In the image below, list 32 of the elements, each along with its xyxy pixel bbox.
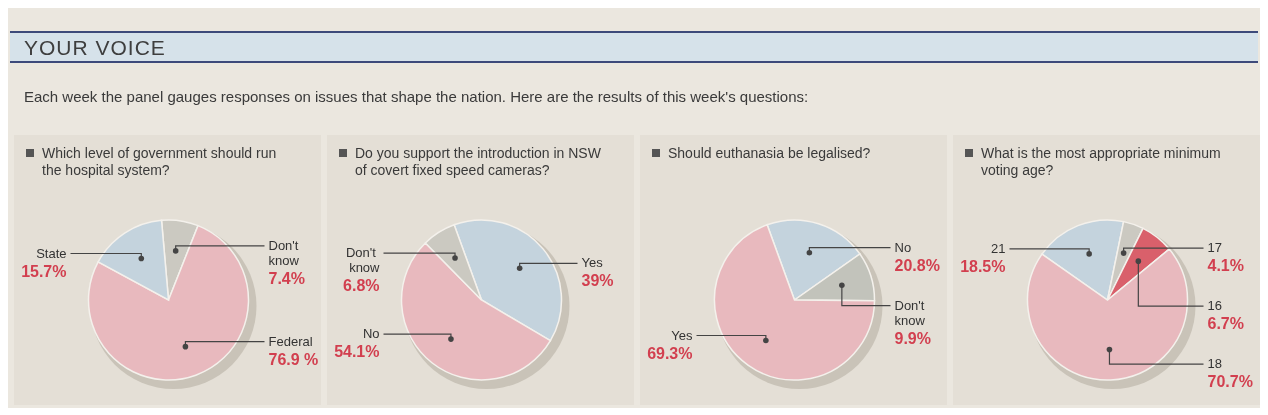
chart-title: Do you support the introduction in NSW of covert fixed speed cameras? bbox=[355, 145, 602, 178]
data-label: 6.7% bbox=[1207, 315, 1244, 333]
chart-title: Which level of government should run the hospital system? bbox=[42, 145, 277, 178]
data-label: 54.1% bbox=[334, 343, 380, 361]
slice-label: No bbox=[362, 326, 380, 342]
data-label: 9.9% bbox=[894, 329, 931, 347]
chart-title: Should euthanasia be legalised? bbox=[668, 145, 871, 161]
data-label: 4.1% bbox=[1207, 257, 1244, 275]
slice-label: Yes bbox=[671, 327, 693, 343]
slice-label: State bbox=[36, 245, 67, 261]
slice-label: No bbox=[894, 239, 912, 255]
data-label: 69.3% bbox=[647, 344, 693, 362]
slice-label: Don't know bbox=[894, 297, 929, 328]
data-label: 18.5% bbox=[960, 257, 1006, 275]
data-label: 20.8% bbox=[894, 256, 940, 274]
data-label: 7.4% bbox=[268, 269, 305, 287]
data-label: 39% bbox=[581, 272, 614, 290]
slice-label: 16 bbox=[1207, 298, 1222, 314]
data-label: 15.7% bbox=[21, 262, 67, 280]
data-label: 76.9 % bbox=[268, 350, 319, 368]
slice-label: 18 bbox=[1207, 356, 1222, 372]
data-label: 70.7% bbox=[1207, 373, 1253, 391]
chart-title: What is the most appropriate minimum voting age? bbox=[981, 145, 1221, 178]
slice-label: Federal bbox=[268, 333, 313, 349]
slice-label: 21 bbox=[991, 240, 1006, 256]
data-label: 6.8% bbox=[343, 277, 380, 295]
slice-label: Don't know bbox=[268, 237, 303, 268]
text: Each week the panel gauges responses on issues that shape the nation. Here are the results of this week's questions: bbox=[24, 88, 809, 105]
slice-label: Yes bbox=[581, 255, 604, 271]
slice-label: Don't know bbox=[345, 245, 381, 276]
text: YOUR VOICE bbox=[24, 36, 166, 59]
slice-label: 17 bbox=[1207, 240, 1222, 256]
